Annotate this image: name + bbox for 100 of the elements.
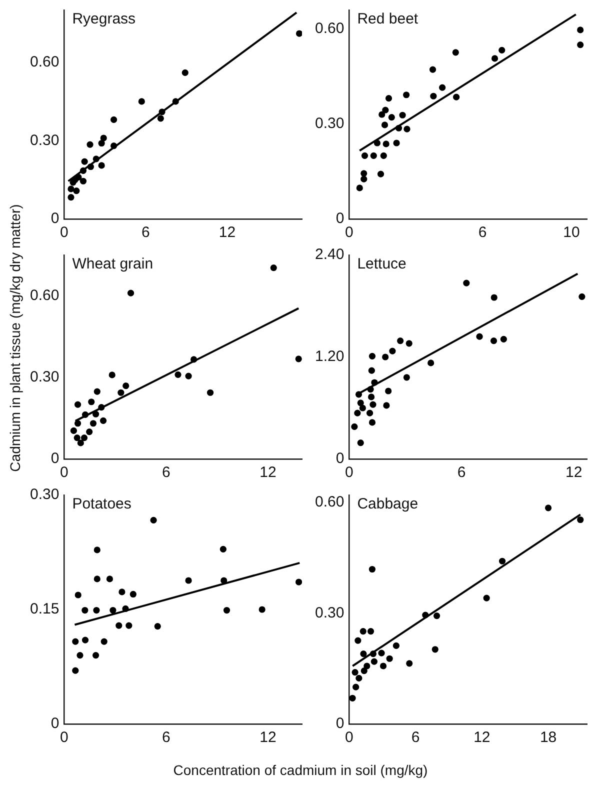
x-tick-label: 12 xyxy=(474,729,490,746)
point xyxy=(360,176,368,182)
point xyxy=(295,578,302,586)
point xyxy=(98,162,105,169)
point xyxy=(370,401,376,408)
y-tick-label: 0 xyxy=(336,715,344,732)
x-tick-label: 12 xyxy=(218,224,236,242)
point xyxy=(429,66,436,73)
x-tick-label: 12 xyxy=(566,464,582,482)
point xyxy=(386,655,393,662)
y-tick-label: 0 xyxy=(336,450,344,468)
point xyxy=(98,140,105,147)
point xyxy=(270,264,277,272)
y-tick-label: 0.60 xyxy=(30,53,60,70)
point xyxy=(138,98,145,105)
point xyxy=(388,114,395,121)
point xyxy=(452,49,459,56)
point xyxy=(206,389,214,396)
point xyxy=(82,411,89,418)
point xyxy=(154,622,161,630)
point xyxy=(116,622,122,629)
point xyxy=(74,434,80,442)
point xyxy=(94,576,100,582)
point xyxy=(577,516,584,524)
x-tick-label: 10 xyxy=(563,224,580,242)
point xyxy=(76,652,84,659)
point xyxy=(351,423,358,430)
point xyxy=(118,588,126,596)
point xyxy=(130,590,136,598)
point xyxy=(77,440,84,446)
point xyxy=(439,84,446,91)
y-tick-label: 0 xyxy=(50,210,60,228)
point xyxy=(72,667,79,674)
point xyxy=(68,186,74,192)
chart-title: Cabbage xyxy=(357,496,418,513)
point xyxy=(352,668,358,676)
point xyxy=(295,356,302,362)
point xyxy=(404,126,410,132)
point xyxy=(185,577,192,584)
point xyxy=(82,636,89,644)
point xyxy=(500,336,507,342)
point xyxy=(382,354,389,360)
point xyxy=(392,642,400,649)
point xyxy=(498,558,506,564)
point xyxy=(296,30,302,37)
x-axis-title: Concentration of cadmium in soil (mg/kg) xyxy=(172,762,429,778)
point xyxy=(406,340,412,347)
chart-title: Potatoes xyxy=(72,496,132,513)
point xyxy=(190,356,198,363)
point xyxy=(399,112,406,118)
point xyxy=(150,516,157,524)
x-tick-label: 12 xyxy=(260,464,276,482)
point xyxy=(385,95,392,102)
point xyxy=(370,650,376,658)
point xyxy=(68,194,74,201)
x-tick-label: 6 xyxy=(142,224,150,242)
x-tick-label: 6 xyxy=(162,729,170,746)
point xyxy=(92,652,100,659)
point xyxy=(360,628,366,635)
point xyxy=(220,546,226,552)
point xyxy=(100,417,107,424)
point xyxy=(354,637,362,644)
point xyxy=(106,576,114,582)
point xyxy=(81,158,88,165)
point xyxy=(88,398,95,406)
point xyxy=(100,638,108,645)
x-tick-label: 6 xyxy=(478,224,487,242)
point xyxy=(182,69,188,76)
point xyxy=(93,606,100,614)
point xyxy=(352,684,360,690)
point xyxy=(127,290,134,296)
chart-title: Ryegrass xyxy=(72,10,136,28)
y-tick-label: 0.15 xyxy=(30,600,60,618)
point xyxy=(370,152,377,159)
point xyxy=(157,115,164,122)
point xyxy=(86,428,93,436)
point xyxy=(368,419,376,426)
point xyxy=(422,612,429,618)
point xyxy=(349,694,356,702)
y-tick-label: 0.30 xyxy=(314,604,344,622)
y-tick-label: 0.30 xyxy=(314,115,344,132)
point xyxy=(92,156,100,162)
y-tick-label: 0 xyxy=(50,715,60,732)
point xyxy=(430,92,437,100)
y-tick-label: 0.60 xyxy=(30,286,60,304)
point xyxy=(368,352,376,360)
point xyxy=(172,98,179,105)
point xyxy=(368,367,375,374)
point xyxy=(463,280,470,286)
y-tick-label: 1.20 xyxy=(314,348,344,366)
point xyxy=(382,140,390,148)
point xyxy=(483,594,490,602)
point xyxy=(118,389,124,396)
point xyxy=(380,662,387,670)
y-tick-label: 0.60 xyxy=(314,494,344,511)
point xyxy=(403,374,410,381)
point xyxy=(403,92,410,98)
point xyxy=(360,668,368,674)
point xyxy=(432,646,438,653)
y-tick-label: 2.40 xyxy=(314,246,344,264)
